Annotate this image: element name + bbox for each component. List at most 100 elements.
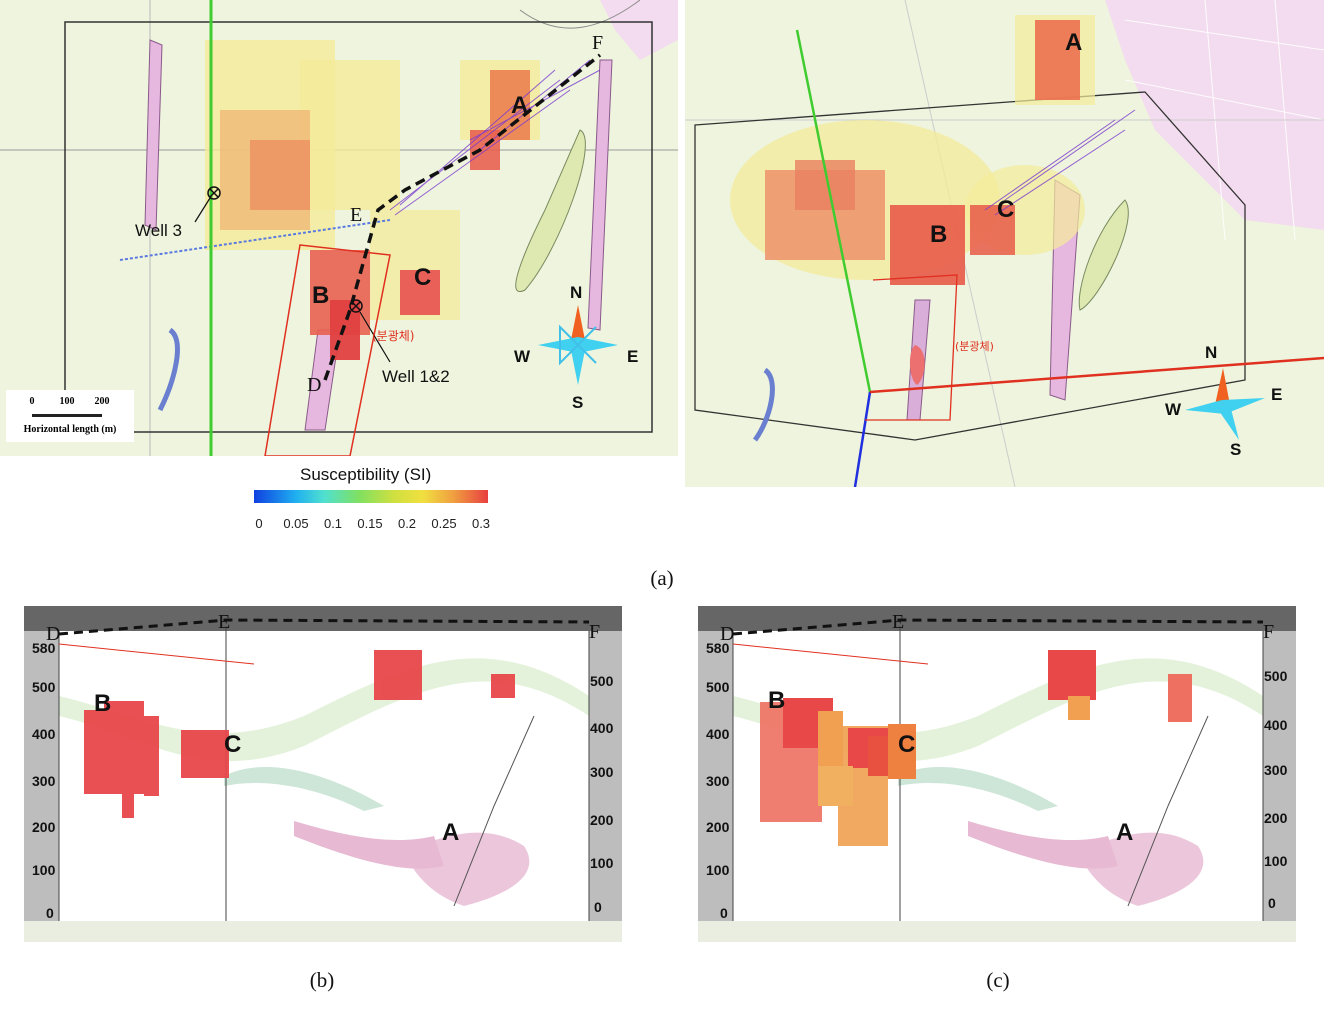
colorbar-tick: 0.25 <box>431 516 457 531</box>
section-view-b: B C A D E F 580 500 400 300 200 100 0 50… <box>24 606 622 942</box>
compass-e: E <box>627 347 638 366</box>
compass-rose <box>538 305 618 385</box>
anomaly-blocks <box>84 650 515 818</box>
left-axis-tick: 580 <box>32 640 56 656</box>
colorbar-tick: 0.3 <box>471 516 491 531</box>
anomaly-volumes <box>730 15 1095 385</box>
colorbar-tick: 0.2 <box>397 516 417 531</box>
left-axis-tick: 500 <box>32 679 56 695</box>
dike-body <box>587 59 613 331</box>
anomaly-label-a: A <box>442 819 459 846</box>
anomaly-label-b: B <box>930 221 947 248</box>
point-label-f: F <box>589 621 600 643</box>
colorbar-title: Susceptibility (SI) <box>300 465 432 484</box>
anomaly-label-c: C <box>997 196 1014 223</box>
right-axis-tick: 200 <box>590 812 614 828</box>
section-profile-line <box>732 618 1264 636</box>
anomaly-label-b: B <box>768 687 785 714</box>
anomaly-label-c: C <box>414 264 431 291</box>
left-axis-tick: 300 <box>706 773 730 789</box>
right-axis-tick: 200 <box>1264 810 1288 826</box>
anomaly-label-b: B <box>312 282 329 309</box>
point-label-e: E <box>892 611 904 633</box>
red-outline <box>264 244 391 456</box>
left-axis-tick: 580 <box>706 640 730 656</box>
colorbar-tick: 0.1 <box>323 516 343 531</box>
map-plan-svg: Well 3 Well 1&2 (분광체) A B C D E F N S W … <box>0 0 678 456</box>
caption-a: (a) <box>650 566 674 590</box>
geology-lens <box>515 129 586 293</box>
green-axis-line <box>795 29 872 393</box>
anomaly-label-a: A <box>1065 29 1082 56</box>
left-axis-tick: 300 <box>32 773 56 789</box>
compass-s: S <box>572 393 583 412</box>
right-axis-tick: 0 <box>1268 895 1276 911</box>
point-label-d: D <box>720 623 734 645</box>
anomaly-label-a: A <box>1116 819 1133 846</box>
well-3-label: Well 3 <box>135 221 182 240</box>
anomaly-label-b: B <box>94 690 111 717</box>
right-axis-tick: 400 <box>1264 717 1288 733</box>
colorbar <box>254 490 488 503</box>
blue-axis-line <box>853 391 872 487</box>
point-label-e: E <box>350 204 362 226</box>
anomaly-cells <box>205 40 540 360</box>
section-profile-line <box>58 618 590 636</box>
left-axis-tick: 200 <box>32 819 56 835</box>
well-12-marker <box>349 299 391 363</box>
anomaly-blocks <box>760 650 1192 846</box>
colorbar-tick: 0.05 <box>283 516 309 531</box>
scale-tick-200: 200 <box>94 396 110 407</box>
compass-w: W <box>1165 400 1182 419</box>
right-axis-tick: 400 <box>590 720 614 736</box>
colorbar-tick: 0 <box>255 516 263 531</box>
scale-tick-100: 100 <box>59 396 75 407</box>
map-3d-svg: (분광체) A B C N S W E <box>685 0 1324 487</box>
right-axis-tick: 500 <box>590 673 614 689</box>
3d-frame <box>694 91 1246 441</box>
section-c-svg: B C A D E F 580 500 400 300 200 100 0 50… <box>698 606 1296 942</box>
colorbar-tick: 0.15 <box>357 516 383 531</box>
point-label-f: F <box>592 32 603 54</box>
left-axis-tick: 400 <box>32 726 56 742</box>
red-axis-line <box>869 356 1324 394</box>
left-axis-tick: 500 <box>706 679 730 695</box>
point-label-e: E <box>218 611 230 633</box>
right-axis-tick: 300 <box>1264 762 1288 778</box>
compass-s: S <box>1230 440 1241 459</box>
map-plan-view: Well 3 Well 1&2 (분광체) A B C D E F N S W … <box>0 0 678 456</box>
compass-rose <box>1185 368 1265 440</box>
anomaly-label-c: C <box>898 731 915 758</box>
well-3-marker <box>194 186 221 223</box>
scale-tick-0: 0 <box>29 396 35 407</box>
scale-bar: 0 100 200 Horizontal length (m) <box>6 390 134 442</box>
point-label-f: F <box>1263 621 1274 643</box>
anomaly-label-c: C <box>224 731 241 758</box>
right-axis-tick: 0 <box>594 899 602 915</box>
compass-n: N <box>570 283 582 302</box>
left-axis-tick: 0 <box>46 905 54 921</box>
right-axis-tick: 100 <box>590 855 614 871</box>
scale-bar-label: Horizontal length (m) <box>23 424 117 435</box>
right-axis-tick: 300 <box>590 764 614 780</box>
left-axis-tick: 100 <box>706 862 730 878</box>
map-3d-view: (분광체) A B C N S W E <box>685 0 1324 487</box>
korean-label: (분광체) <box>955 340 994 353</box>
point-label-d: D <box>46 623 60 645</box>
anomaly-label-a: A <box>511 92 528 119</box>
caption-c: (c) <box>986 968 1010 992</box>
caption-b: (b) <box>309 968 335 992</box>
well-12-label: Well 1&2 <box>382 367 450 386</box>
left-axis-tick: 200 <box>706 819 730 835</box>
section-view-c: B C A D E F 580 500 400 300 200 100 0 50… <box>698 606 1296 942</box>
geology-unit-pink <box>600 0 678 60</box>
section-line-def <box>323 53 602 381</box>
left-axis-tick: 0 <box>720 905 728 921</box>
left-axis-tick: 100 <box>32 862 56 878</box>
compass-e: E <box>1271 385 1282 404</box>
compass-n: N <box>1205 343 1217 362</box>
left-axis-tick: 400 <box>706 726 730 742</box>
section-b-svg: B C A D E F 580 500 400 300 200 100 0 50… <box>24 606 622 942</box>
right-axis-tick: 100 <box>1264 853 1288 869</box>
scale-bar-line <box>32 414 102 417</box>
